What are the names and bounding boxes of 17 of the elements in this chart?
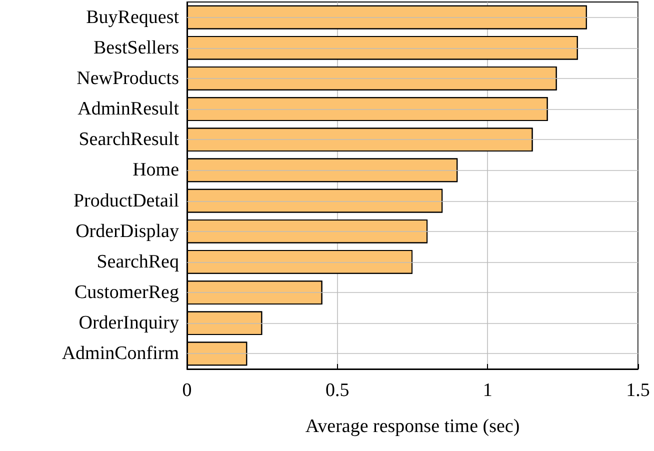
- y-tick-label: OrderDisplay: [76, 220, 180, 242]
- y-tick-label: BestSellers: [94, 37, 179, 58]
- x-tick-label: 1.5: [626, 380, 650, 401]
- y-tick-label: NewProducts: [76, 68, 179, 89]
- x-tick-label: 1: [482, 380, 492, 401]
- y-tick-label: AdminResult: [78, 98, 180, 120]
- y-tick-label: OrderInquiry: [78, 312, 180, 334]
- x-axis-title: Average response time (sec): [305, 416, 520, 437]
- x-tick-label: 0.5: [325, 380, 350, 401]
- y-tick-label: AdminConfirm: [62, 343, 180, 364]
- y-tick-label: ProductDetail: [73, 190, 179, 212]
- x-tick-label: 0: [182, 380, 192, 401]
- y-tick-label: CustomerReg: [74, 282, 180, 304]
- y-tick-label: SearchReq: [96, 251, 180, 272]
- y-tick-label: SearchResult: [78, 129, 180, 150]
- y-tick-label: BuyRequest: [86, 6, 180, 28]
- y-tick-label: Home: [132, 160, 179, 181]
